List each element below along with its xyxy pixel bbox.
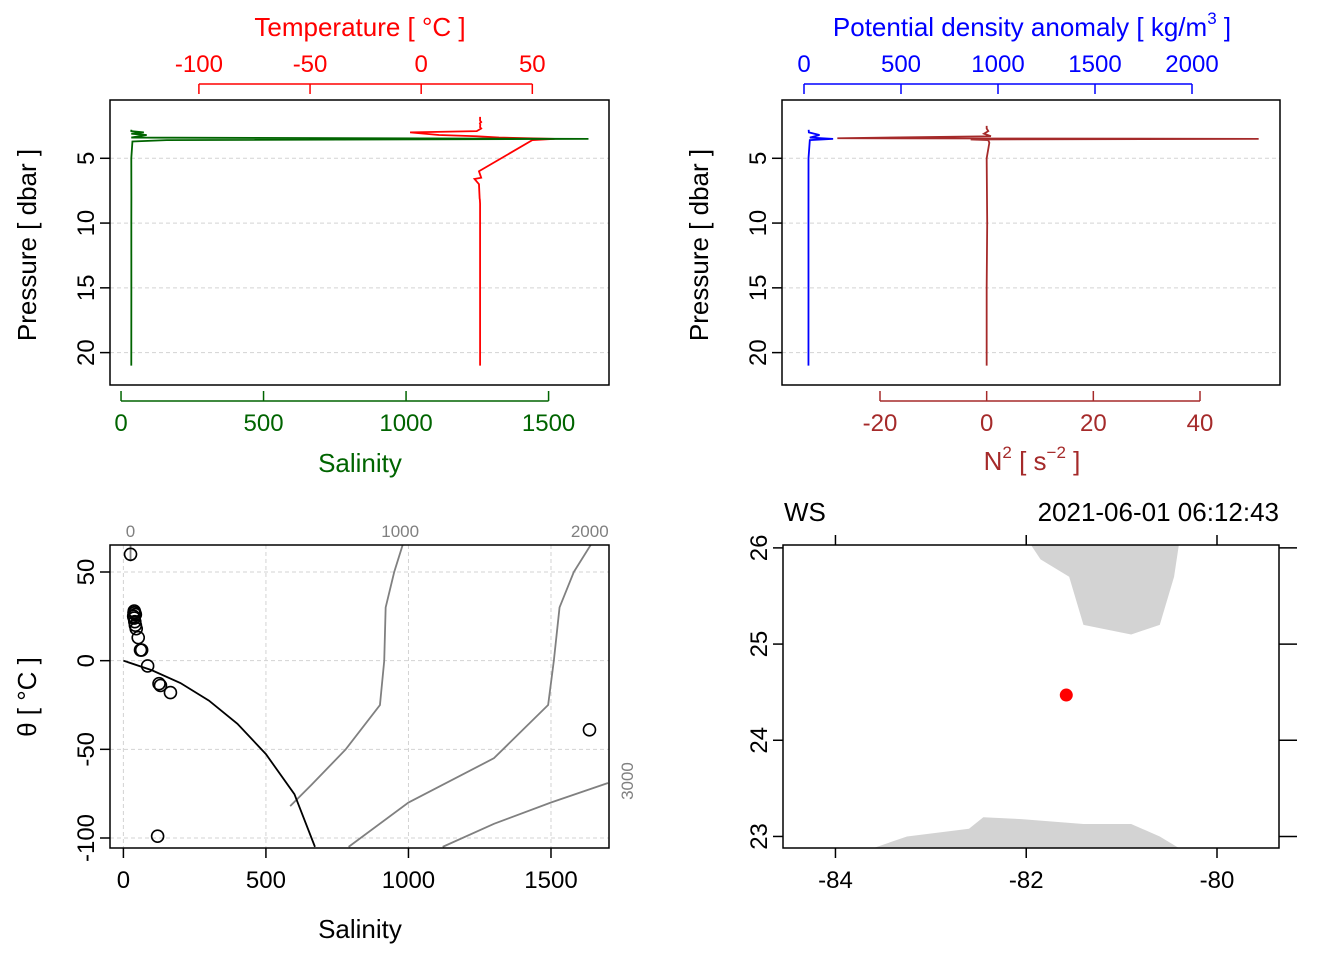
salinity-tick-label: 0 [114,410,127,437]
salinity-axis-label: Salinity [318,448,402,478]
ts-data-point [153,678,168,693]
theta-tick-label: 0 [73,654,100,667]
isopycnal-group [129,545,609,848]
n2-axis-label-mid: [ s [1012,446,1047,476]
density-axis-label-sup: 3 [1207,9,1216,28]
n2-axis-label: N2 [ s−2 ] [984,443,1081,476]
isopycnal-line [442,782,609,848]
ts-data-point [131,630,146,645]
n2-axis-label-sup: 2 [1002,443,1011,462]
theta-tick-label: -50 [73,732,100,767]
isopycnal-label: 3000 [618,762,637,800]
pressure-axis-label: Pressure [ dbar ] [12,149,42,341]
n2-tick-label: 0 [980,410,993,437]
n2-axis-label-main: N [984,446,1003,476]
density-axis-label-main: Potential density anomaly [ kg/m [833,12,1207,42]
panel1-frame [109,99,610,386]
n2-axis-label-close: ] [1066,446,1080,476]
ts-data-point [123,547,138,562]
ts-salinity-tick-label: 500 [246,867,286,894]
theta-tick-label: -100 [73,814,100,862]
ts-data-point [129,621,144,636]
n2-profile-line [837,125,1259,366]
isopycnal-label: 2000 [571,522,609,541]
temperature-tick-label: -100 [175,51,223,78]
salinity-tick-label: 500 [244,410,284,437]
density-tick-label: 1000 [971,51,1024,78]
density-profile-line [807,129,834,366]
n2-axis-label-sup2: −2 [1047,443,1066,462]
ts-salinity-tick-label: 1000 [382,867,435,894]
panel-temperature-salinity: -100 -50 0 50 Temperature [ °C ] 0 500 1000 15… [12,12,610,478]
pressure-axis-label-2: Pressure [ dbar ] [684,149,714,341]
ts-salinity-axis-label: Salinity [318,914,402,944]
panel4-frame [782,544,1280,849]
ts-data-point [150,829,165,844]
ts-data-point [582,723,597,737]
latitude-tick-label: 24 [746,727,773,754]
density-tick-label: 2000 [1165,51,1218,78]
longitude-tick-label: -84 [818,867,853,894]
density-axis-label-close: ] [1217,12,1231,42]
longitude-tick-label: -80 [1200,867,1235,894]
land-cuba [873,817,1179,848]
temperature-tick-label: -50 [293,51,328,78]
latitude-tick-label: 25 [746,631,773,658]
panel3-frame [109,544,610,849]
n2-tick-label: 40 [1187,410,1214,437]
freezing-group [123,659,316,848]
n2-tick-label: 20 [1080,410,1107,437]
panel-density-n2: 0 500 1000 1500 2000 Potential density anoma… [684,9,1281,476]
pressure-tick-label: 10 [745,210,772,237]
latitude-tick-label: 26 [746,535,773,562]
ts-data-point [134,643,149,657]
salinity-profile-line [130,129,589,366]
temperature-axis-label: Temperature [ °C ] [254,12,465,42]
temperature-tick-label: 0 [415,51,428,78]
pressure-tick-label: 5 [73,152,100,165]
ts-salinity-tick-label: 0 [117,867,130,894]
density-axis-label: Potential density anomaly [ kg/m3 ] [833,9,1231,42]
density-tick-label: 0 [797,51,810,78]
pressure-tick-label: 15 [73,274,100,301]
land-florida [1031,545,1179,635]
station-name: WS [784,497,826,527]
ts-data-point [163,685,178,700]
freezing-point-line [123,659,316,848]
pressure-tick-label: 10 [73,210,100,237]
theta-axis-label: θ [ °C ] [12,657,42,737]
isopycnal-line [289,545,404,807]
pressure-tick-label: 5 [745,152,772,165]
longitude-tick-label: -82 [1009,867,1044,894]
pressure-tick-label: 20 [73,339,100,366]
temperature-tick-label: 50 [519,51,546,78]
pressure-tick-label: 20 [745,339,772,366]
density-tick-label: 1500 [1068,51,1121,78]
isopycnal-line [348,545,592,848]
latitude-tick-label: 23 [746,823,773,850]
station-marker [1059,688,1073,702]
n2-tick-label: -20 [863,410,898,437]
theta-tick-label: 50 [73,559,100,586]
panel2-frame [781,99,1281,386]
pressure-tick-label: 15 [745,274,772,301]
temperature-profile-line [409,116,555,366]
ts-salinity-tick-label: 1500 [524,867,577,894]
salinity-tick-label: 1500 [522,410,575,437]
isopycnal-label: 0 [126,522,135,541]
ts-data-point [140,659,155,673]
ts-data-point [152,676,166,691]
panel-station-map: -84 -82 -80 26 25 24 23 WS 2021-06-01 06:12:43 [746,497,1297,894]
density-tick-label: 500 [881,51,921,78]
station-datetime: 2021-06-01 06:12:43 [1038,497,1279,527]
salinity-tick-label: 1000 [379,410,432,437]
land-group [873,545,1179,848]
isopycnal-label: 1000 [381,522,419,541]
